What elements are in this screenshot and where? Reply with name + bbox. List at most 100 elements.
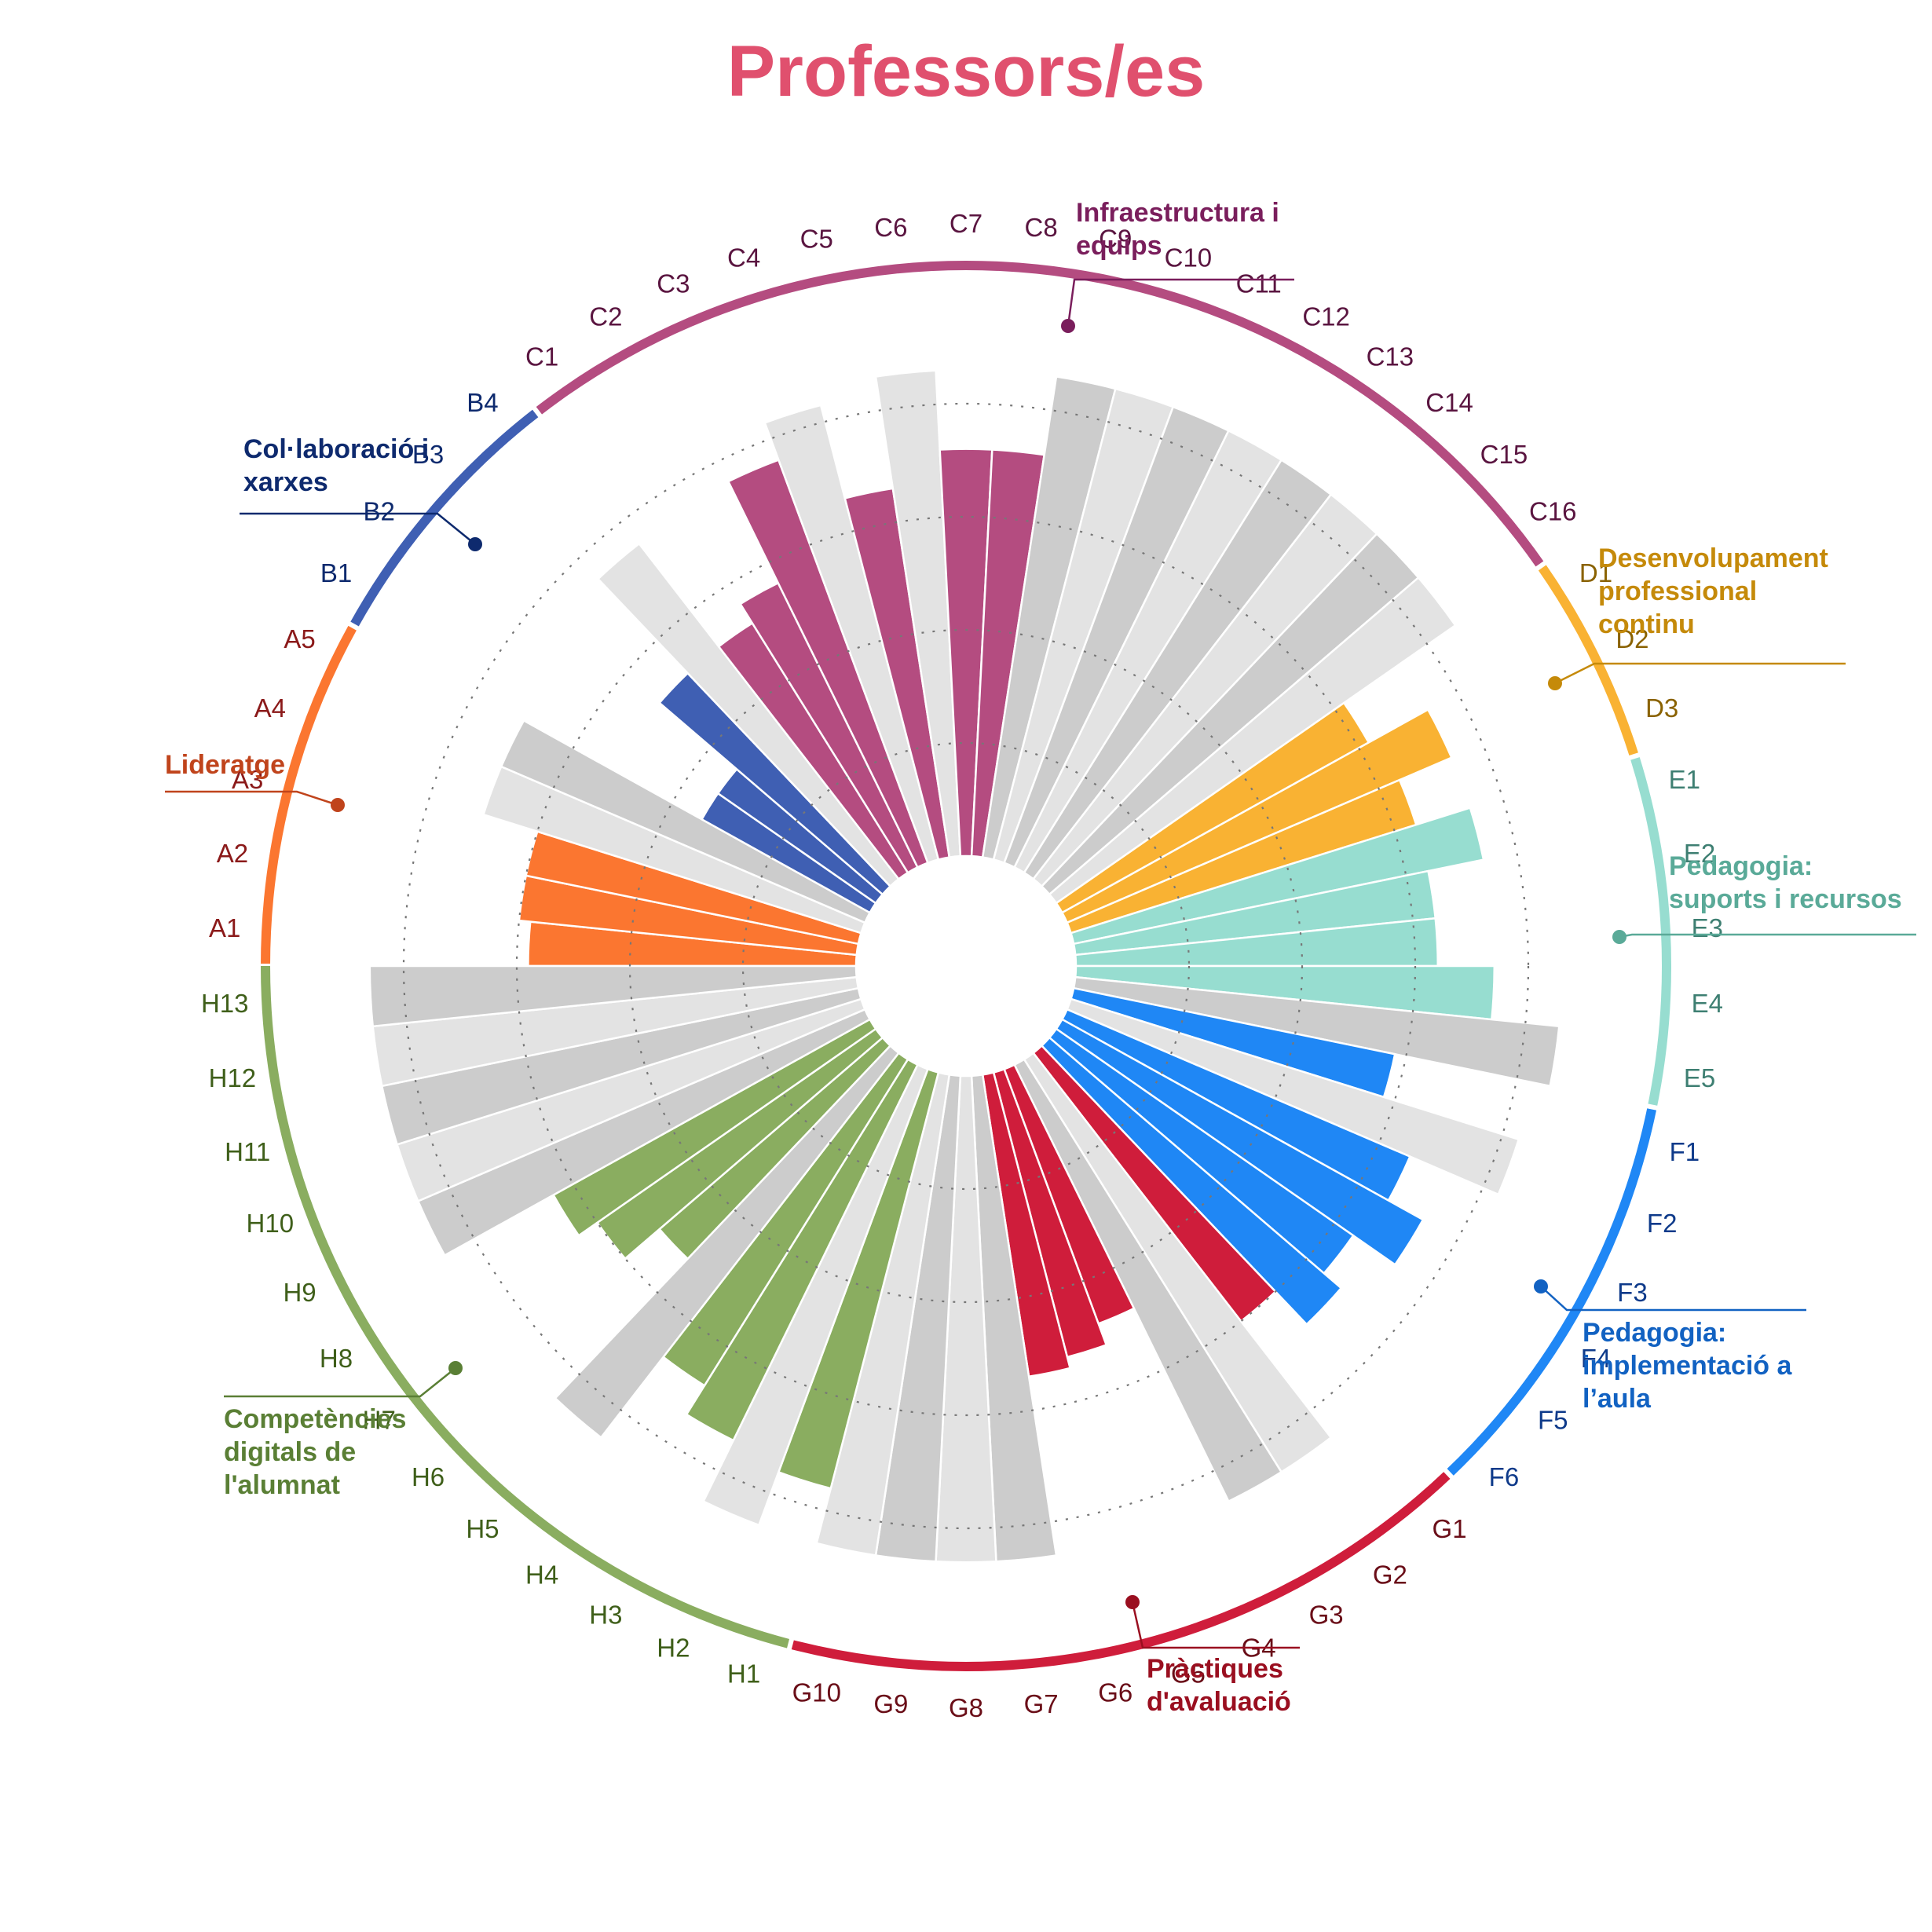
leader-dot-h bbox=[448, 1361, 463, 1375]
tick-label-h6: H6 bbox=[412, 1462, 445, 1491]
area-ring-separator bbox=[1441, 1466, 1456, 1481]
tick-label-h3: H3 bbox=[589, 1600, 622, 1629]
tick-label-a4: A4 bbox=[254, 693, 286, 723]
tick-label-c1: C1 bbox=[525, 342, 558, 371]
area-ring-separator bbox=[1533, 559, 1550, 573]
tick-label-c9: C9 bbox=[1099, 224, 1132, 253]
tick-label-e5: E5 bbox=[1684, 1063, 1715, 1092]
tick-label-g1: G1 bbox=[1433, 1514, 1467, 1543]
tick-label-c11: C11 bbox=[1236, 269, 1282, 298]
chart-title: Professors/es bbox=[727, 31, 1206, 112]
tick-label-c4: C4 bbox=[727, 243, 760, 272]
tick-label-g6: G6 bbox=[1098, 1678, 1132, 1707]
tick-label-c2: C2 bbox=[589, 302, 622, 331]
area-ring-h bbox=[260, 966, 792, 1649]
leader-line-d bbox=[1554, 662, 1846, 685]
area-label-g: Pràctiques d'avaluació bbox=[1147, 1654, 1291, 1717]
bar-f6 bbox=[1040, 1036, 1343, 1326]
area-ring-g bbox=[789, 1470, 1452, 1671]
tick-label-c3: C3 bbox=[657, 269, 690, 298]
tick-label-a1: A1 bbox=[209, 913, 240, 942]
bar-a5 bbox=[499, 719, 872, 924]
leader-dot-f bbox=[1534, 1279, 1548, 1293]
tick-label-b1: B1 bbox=[320, 558, 352, 587]
area-ring-separator bbox=[1626, 752, 1643, 761]
bar-d2 bbox=[1060, 708, 1453, 924]
grid-circle bbox=[402, 402, 1530, 1530]
tick-label-f1: F1 bbox=[1670, 1137, 1700, 1166]
tick-label-c15: C15 bbox=[1480, 440, 1528, 469]
tick-label-c7: C7 bbox=[950, 209, 982, 238]
tick-label-a2: A2 bbox=[217, 839, 248, 868]
bar-e5 bbox=[1072, 975, 1561, 1088]
tick-label-h7: H7 bbox=[363, 1405, 396, 1434]
tick-label-h1: H1 bbox=[727, 1659, 760, 1689]
tick-label-g9: G9 bbox=[873, 1689, 908, 1718]
leader-line-c bbox=[1067, 278, 1294, 327]
area-ring-separator bbox=[1644, 1103, 1661, 1111]
grid-circle bbox=[515, 515, 1417, 1417]
tick-label-g8: G8 bbox=[949, 1693, 983, 1722]
tick-label-h10: H10 bbox=[247, 1209, 295, 1238]
leader-line-g bbox=[1131, 1601, 1300, 1649]
tick-label-c5: C5 bbox=[800, 224, 833, 253]
bar-e1 bbox=[1070, 807, 1485, 946]
tick-label-f3: F3 bbox=[1617, 1278, 1648, 1307]
leader-line-h bbox=[224, 1367, 456, 1398]
area-ring-layer bbox=[258, 260, 1672, 1671]
leader-dot-c bbox=[1061, 319, 1075, 333]
bar-h5 bbox=[554, 1044, 901, 1440]
area-ring-separator bbox=[530, 404, 544, 420]
area-label-e: Pedagogia: suports i recursos bbox=[1669, 851, 1902, 914]
bar-g3 bbox=[1012, 1058, 1283, 1503]
bar-c4 bbox=[763, 404, 940, 865]
area-ring-d bbox=[1537, 563, 1639, 758]
area-label-b: Col·laboració i xarxes bbox=[243, 434, 429, 497]
tick-label-g10: G10 bbox=[792, 1678, 841, 1707]
bar-f2 bbox=[1066, 997, 1520, 1196]
tick-label-h9: H9 bbox=[283, 1278, 316, 1307]
bar-c16 bbox=[1048, 576, 1457, 905]
area-labels-layer: Lideratge Col·laboració i xarxes Infraestru… bbox=[165, 198, 1916, 1717]
tick-label-f6: F6 bbox=[1489, 1462, 1520, 1491]
leader-dot-g bbox=[1125, 1595, 1140, 1609]
tick-label-e4: E4 bbox=[1692, 989, 1723, 1018]
tick-label-h8: H8 bbox=[320, 1344, 353, 1373]
grid-circle bbox=[628, 628, 1304, 1304]
tick-label-h5: H5 bbox=[466, 1514, 499, 1543]
bar-h2 bbox=[701, 1063, 929, 1527]
tick-label-g3: G3 bbox=[1309, 1600, 1344, 1629]
tick-label-c8: C8 bbox=[1025, 213, 1058, 242]
area-label-c: Infraestructura i equips bbox=[1076, 198, 1279, 261]
leader-dot-d bbox=[1548, 676, 1562, 690]
gridlines-layer bbox=[402, 402, 1530, 1530]
area-ring-a bbox=[261, 624, 358, 966]
tick-label-e2: E2 bbox=[1684, 839, 1715, 868]
bar-g10 bbox=[815, 1071, 951, 1557]
area-label-h: Competències digitals de l'alumnat bbox=[224, 1404, 406, 1500]
tick-label-c12: C12 bbox=[1302, 302, 1350, 331]
tick-label-b3: B3 bbox=[412, 440, 444, 469]
tick-label-b4: B4 bbox=[467, 388, 498, 417]
bar-h13 bbox=[368, 964, 858, 1028]
tick-label-h11: H11 bbox=[225, 1137, 270, 1166]
tick-label-e1: E1 bbox=[1669, 765, 1700, 794]
tick-label-c6: C6 bbox=[874, 213, 907, 242]
bar-f4 bbox=[1055, 1018, 1425, 1266]
leader-dot-a bbox=[331, 798, 345, 812]
tick-label-g7: G7 bbox=[1024, 1689, 1059, 1718]
tick-label-h12: H12 bbox=[209, 1063, 257, 1092]
tick-label-d2: D2 bbox=[1615, 624, 1648, 653]
tick-label-g5: G5 bbox=[1171, 1659, 1206, 1689]
tick-label-h2: H2 bbox=[657, 1633, 690, 1662]
tick-label-c10: C10 bbox=[1165, 243, 1213, 272]
tick-label-g2: G2 bbox=[1373, 1561, 1407, 1590]
area-label-f: Pedagogia: implementació a l’aula bbox=[1583, 1318, 1793, 1414]
grid-circle bbox=[741, 741, 1191, 1191]
tick-label-h13: H13 bbox=[201, 989, 249, 1018]
tick-label-h4: H4 bbox=[525, 1561, 558, 1590]
tick-label-f4: F4 bbox=[1581, 1344, 1612, 1373]
tick-label-c14: C14 bbox=[1425, 388, 1473, 417]
